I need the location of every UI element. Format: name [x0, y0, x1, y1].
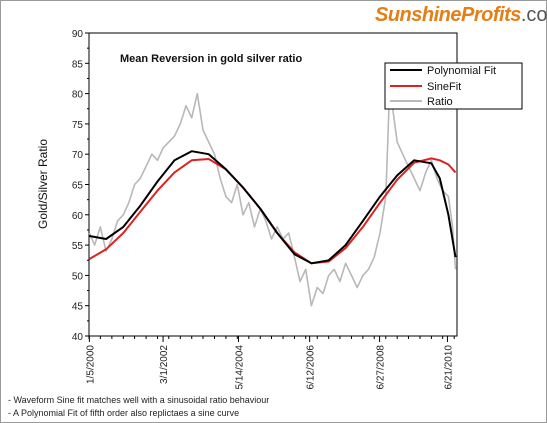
x-tick-label: 5/14/2004: [235, 345, 246, 390]
legend-label-polynomial: Polynomial Fit: [427, 65, 496, 77]
y-tick-label: 55: [72, 241, 84, 252]
x-tick-label: 1/5/2000: [85, 345, 96, 384]
y-tick-label: 45: [72, 302, 84, 313]
y-axis: 40 45 50 55 60 65 70 75 80 85 90: [72, 29, 89, 343]
x-axis: 1/5/2000 3/1/2002 5/14/2004 6/12/2006 6/27/2…: [85, 336, 455, 390]
logo-tld: .com: [520, 4, 547, 26]
y-tick-label: 40: [72, 332, 84, 343]
x-tick-label: 6/12/2006: [306, 345, 317, 390]
y-tick-label: 80: [72, 90, 84, 101]
series-line-ratio: [88, 80, 457, 307]
y-tick-label: 70: [72, 150, 84, 161]
note-line-1: - Waveform Sine fit matches well with a …: [8, 395, 270, 405]
y-tick-label: 85: [72, 59, 84, 70]
legend-label-sine: SineFit: [427, 81, 461, 93]
y-tick-label: 50: [72, 271, 84, 282]
x-tick-label: 3/1/2002: [159, 345, 170, 384]
y-axis-title: Gold/Silver Ratio: [36, 139, 50, 229]
y-tick-label: 75: [72, 120, 84, 131]
legend-label-ratio: Ratio: [427, 96, 453, 108]
x-tick-label: 6/21/2010: [443, 345, 454, 390]
chart-title: Mean Reversion in gold silver ratio: [120, 53, 302, 65]
series-line-polynomial-fit: [89, 150, 457, 265]
note-line-2: - A Polynomial Fit of fifth order also r…: [8, 408, 240, 418]
series-layer: [88, 80, 457, 307]
logo-brand: SunshineProfits: [375, 4, 521, 26]
y-tick-label: 60: [72, 211, 84, 222]
sunshineprofits-logo: SunshineProfits.com: [375, 3, 547, 27]
x-tick-label: 6/27/2008: [376, 345, 387, 390]
y-tick-label: 65: [72, 181, 84, 192]
legend: Polynomial Fit SineFit Ratio: [384, 62, 523, 110]
y-tick-label: 90: [72, 29, 84, 40]
chart-notes: - Waveform Sine fit matches well with a …: [8, 394, 269, 420]
